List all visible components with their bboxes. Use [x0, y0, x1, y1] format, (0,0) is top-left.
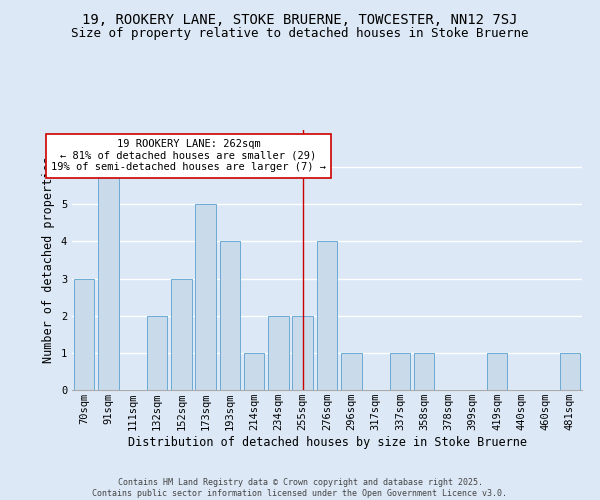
Bar: [171, 278, 191, 390]
Bar: [341, 353, 362, 390]
Bar: [98, 167, 119, 390]
Bar: [414, 353, 434, 390]
Bar: [560, 353, 580, 390]
Bar: [195, 204, 216, 390]
Bar: [487, 353, 508, 390]
Text: Size of property relative to detached houses in Stoke Bruerne: Size of property relative to detached ho…: [71, 28, 529, 40]
Text: 19 ROOKERY LANE: 262sqm
← 81% of detached houses are smaller (29)
19% of semi-de: 19 ROOKERY LANE: 262sqm ← 81% of detache…: [51, 140, 326, 172]
Bar: [74, 278, 94, 390]
Text: Contains HM Land Registry data © Crown copyright and database right 2025.
Contai: Contains HM Land Registry data © Crown c…: [92, 478, 508, 498]
Bar: [292, 316, 313, 390]
Text: 19, ROOKERY LANE, STOKE BRUERNE, TOWCESTER, NN12 7SJ: 19, ROOKERY LANE, STOKE BRUERNE, TOWCEST…: [82, 12, 518, 26]
Bar: [244, 353, 265, 390]
Bar: [268, 316, 289, 390]
Bar: [317, 242, 337, 390]
Bar: [389, 353, 410, 390]
Bar: [146, 316, 167, 390]
X-axis label: Distribution of detached houses by size in Stoke Bruerne: Distribution of detached houses by size …: [128, 436, 527, 449]
Y-axis label: Number of detached properties: Number of detached properties: [43, 156, 55, 364]
Bar: [220, 242, 240, 390]
